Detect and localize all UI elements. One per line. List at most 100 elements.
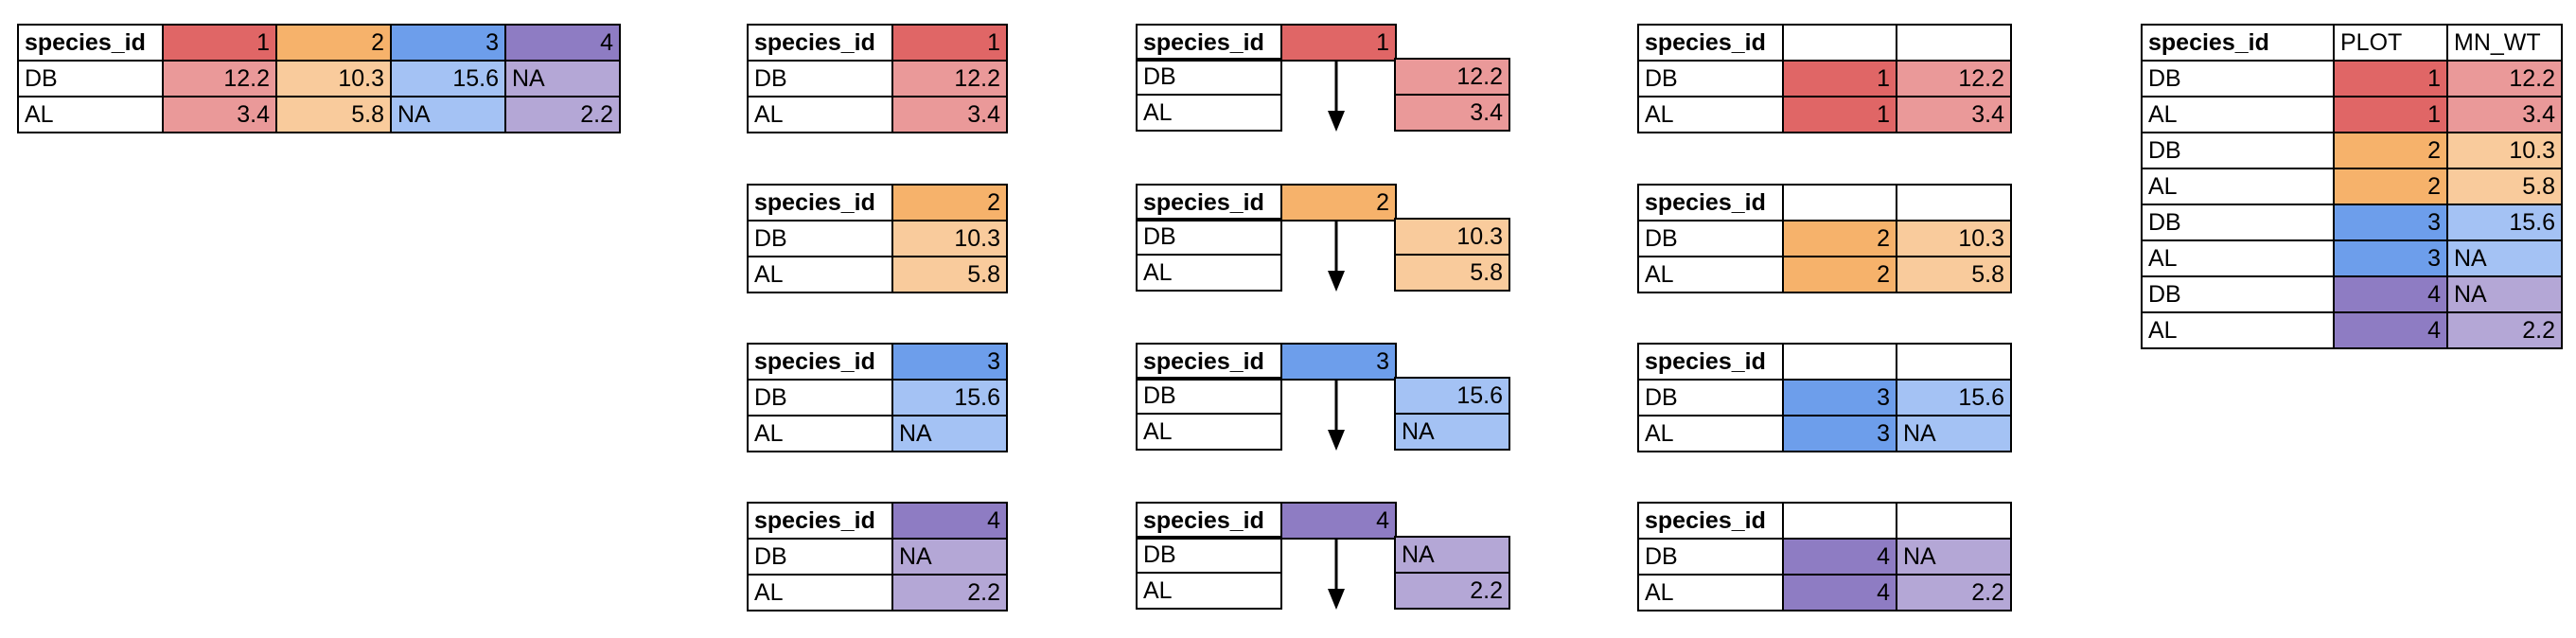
plot-cell: 1 xyxy=(1782,60,1897,97)
species-cell: AL xyxy=(1136,572,1282,610)
species-cell: AL xyxy=(747,415,893,452)
value-cell: 5.8 xyxy=(275,96,392,133)
value-cell: 5.8 xyxy=(2446,168,2563,205)
plot-cell: 3 xyxy=(1782,415,1897,452)
filled-table-plot-1: species_id DB 1 12.2 AL 1 3.4 xyxy=(1637,24,2012,133)
value-cell: 12.2 xyxy=(1896,60,2012,97)
species-cell: DB xyxy=(1136,58,1282,96)
species-cell: AL xyxy=(2141,311,2335,349)
value-cell-na: NA xyxy=(2446,275,2563,313)
value-cell: 5.8 xyxy=(1394,254,1510,292)
plot-cell: 3 xyxy=(2333,204,2448,241)
empty-cell xyxy=(1782,24,1897,62)
species-cell: DB xyxy=(1637,60,1784,97)
value-cell: 15.6 xyxy=(390,60,506,97)
value-cell-na: NA xyxy=(891,538,1008,576)
header-cell: species_id xyxy=(1637,343,1784,381)
empty-cell xyxy=(1782,343,1897,381)
plot-cell: 4 xyxy=(1782,574,1897,611)
value-cell: 2.2 xyxy=(891,574,1008,611)
wide-table: species_id 1 2 3 4 DB 12.2 10.3 15.6 NA … xyxy=(17,24,621,133)
plot-header: 3 xyxy=(1280,343,1397,381)
plot-cell: 2 xyxy=(2333,132,2448,169)
arrow-table-plot-1-values: 12.2 3.4 xyxy=(1394,58,1510,132)
arrow-table-plot-4-header: species_id 4 xyxy=(1136,502,1397,540)
value-cell: 2.2 xyxy=(504,96,621,133)
plot-cell: 2 xyxy=(1782,256,1897,293)
empty-cell xyxy=(1896,502,2012,540)
value-cell: 15.6 xyxy=(1896,379,2012,416)
value-cell: 15.6 xyxy=(1394,377,1510,415)
arrow-table-plot-1-header: species_id 1 xyxy=(1136,24,1397,62)
species-cell: AL xyxy=(1637,256,1784,293)
plot-header-3: 3 xyxy=(390,24,506,62)
value-cell: 12.2 xyxy=(891,60,1008,97)
value-cell: 5.8 xyxy=(891,256,1008,293)
species-cell: AL xyxy=(1136,254,1282,292)
species-cell: DB xyxy=(747,220,893,257)
plot-cell: 2 xyxy=(1782,220,1897,257)
species-cell: AL xyxy=(2141,239,2335,277)
header-cell: species_id xyxy=(1136,24,1282,62)
species-cell: DB xyxy=(1136,536,1282,574)
plot-cell: 1 xyxy=(2333,60,2448,97)
species-cell: DB xyxy=(2141,204,2335,241)
empty-cell xyxy=(1896,343,2012,381)
down-arrow-icon xyxy=(1328,538,1345,610)
plot-cell: 4 xyxy=(1782,538,1897,576)
header-cell: species_id xyxy=(747,343,893,381)
species-cell: AL xyxy=(1136,94,1282,132)
empty-cell xyxy=(1896,24,2012,62)
value-cell: 12.2 xyxy=(162,60,277,97)
value-cell: 10.3 xyxy=(2446,132,2563,169)
species-cell: AL xyxy=(747,574,893,611)
arrow-table-plot-3-header: species_id 3 xyxy=(1136,343,1397,381)
species-cell: AL xyxy=(1637,415,1784,452)
header-cell: species_id xyxy=(17,24,164,62)
value-cell: 2.2 xyxy=(2446,311,2563,349)
plot-cell: 1 xyxy=(1782,96,1897,133)
value-cell: 10.3 xyxy=(891,220,1008,257)
value-cell-na: NA xyxy=(504,60,621,97)
value-cell: 15.6 xyxy=(891,379,1008,416)
header-cell: species_id xyxy=(1637,24,1784,62)
plot-cell: 3 xyxy=(1782,379,1897,416)
split-table-plot-2: species_id 2 DB 10.3 AL 5.8 xyxy=(747,184,1008,293)
filled-table-plot-2: species_id DB 2 10.3 AL 2 5.8 xyxy=(1637,184,2012,293)
species-cell: AL xyxy=(17,96,164,133)
plot-cell: 2 xyxy=(2333,168,2448,205)
plot-header: 3 xyxy=(891,343,1008,381)
header-cell: species_id xyxy=(747,502,893,540)
arrow-table-plot-3-values: 15.6 NA xyxy=(1394,377,1510,451)
value-cell-na: NA xyxy=(891,415,1008,452)
species-cell: DB xyxy=(2141,275,2335,313)
value-cell: 3.4 xyxy=(891,96,1008,133)
arrow-table-plot-1-species: DB AL xyxy=(1136,58,1282,132)
filled-table-plot-3: species_id DB 3 15.6 AL 3 NA xyxy=(1637,343,2012,452)
species-cell: DB xyxy=(1637,538,1784,576)
plot-cell: 3 xyxy=(2333,239,2448,277)
species-cell: DB xyxy=(1637,379,1784,416)
value-cell: 2.2 xyxy=(1394,572,1510,610)
header-cell: species_id xyxy=(2141,24,2335,62)
species-cell: AL xyxy=(1637,574,1784,611)
value-cell: 12.2 xyxy=(1394,58,1510,96)
arrow-table-plot-2-species: DB AL xyxy=(1136,218,1282,292)
empty-cell xyxy=(1896,184,2012,222)
value-cell-na: NA xyxy=(1896,538,2012,576)
header-cell: species_id xyxy=(1136,502,1282,540)
species-cell: DB xyxy=(747,60,893,97)
value-cell: 10.3 xyxy=(1896,220,2012,257)
plot-header-2: 2 xyxy=(275,24,392,62)
split-table-plot-1: species_id 1 DB 12.2 AL 3.4 xyxy=(747,24,1008,133)
arrow-table-plot-2-header: species_id 2 xyxy=(1136,184,1397,222)
species-cell: AL xyxy=(747,96,893,133)
arrow-table-plot-3-species: DB AL xyxy=(1136,377,1282,451)
value-cell: 15.6 xyxy=(2446,204,2563,241)
header-cell: species_id xyxy=(747,24,893,62)
value-cell-na: NA xyxy=(1896,415,2012,452)
species-cell: DB xyxy=(1637,220,1784,257)
down-arrow-icon xyxy=(1328,220,1345,292)
plot-cell: 1 xyxy=(2333,96,2448,133)
arrow-table-plot-4-species: DB AL xyxy=(1136,536,1282,610)
